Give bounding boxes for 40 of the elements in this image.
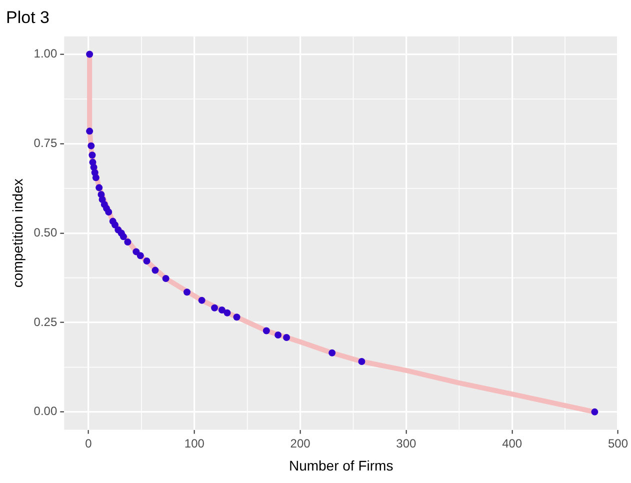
point	[111, 221, 118, 228]
point	[143, 257, 150, 264]
chart-title: Plot 3	[6, 8, 50, 27]
y-axis-title: competition index	[9, 178, 26, 288]
point	[120, 233, 127, 240]
point	[262, 327, 270, 334]
x-tick-label: 500	[608, 436, 628, 450]
y-tick-label: 1.00	[34, 46, 58, 61]
point	[233, 314, 240, 321]
point	[152, 266, 159, 274]
x-tick-label: 100	[184, 436, 205, 450]
point	[198, 296, 206, 304]
point	[162, 275, 170, 282]
y-tick-label: 0.25	[34, 314, 58, 329]
point	[124, 238, 132, 246]
point	[92, 174, 100, 182]
y-tick-label: 0.50	[34, 225, 58, 240]
point	[211, 304, 218, 312]
point	[105, 208, 112, 216]
point	[591, 408, 598, 416]
point	[283, 334, 290, 342]
x-axis-title: Number of Firms	[288, 457, 394, 474]
x-tick-label: 300	[396, 436, 417, 450]
point	[96, 184, 103, 192]
point	[328, 349, 336, 356]
point	[358, 358, 366, 365]
x-tick-label: 0	[85, 436, 92, 450]
point	[88, 152, 96, 159]
y-tick-label: 0.75	[34, 136, 58, 150]
point	[86, 128, 94, 135]
point	[274, 332, 282, 339]
point	[218, 306, 226, 314]
point	[86, 50, 94, 58]
point	[88, 142, 95, 150]
point	[224, 309, 231, 316]
y-tick-label: 0.00	[34, 404, 58, 418]
x-tick-label: 400	[502, 436, 522, 450]
point	[183, 288, 190, 296]
x-tick-label: 200	[290, 436, 311, 450]
point	[136, 252, 144, 260]
